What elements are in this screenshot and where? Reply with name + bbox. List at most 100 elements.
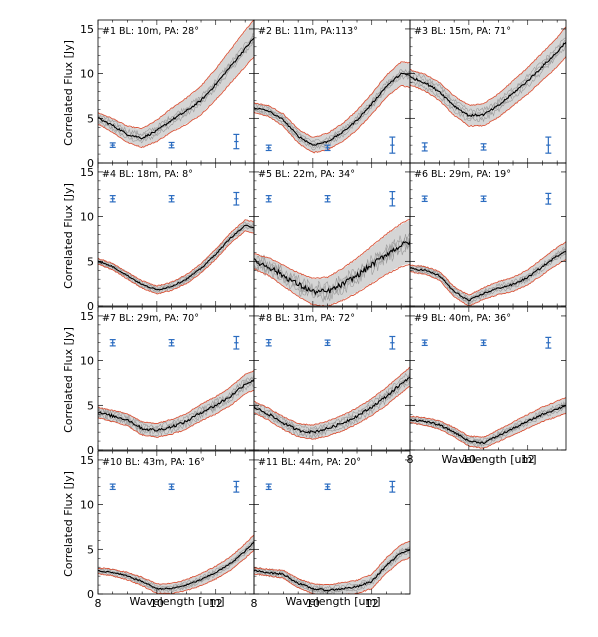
mean-flux-line (254, 241, 410, 296)
panel-2: #2 BL: 11m, PA:113° (253, 19, 411, 164)
error-bar-2 (324, 339, 331, 347)
y-tick-label: 0 (87, 588, 94, 601)
mean-flux-line (410, 250, 566, 301)
mean-flux-line (410, 405, 566, 445)
y-tick-label: 0 (87, 444, 94, 457)
scan-line-3 (254, 237, 410, 295)
plot-area (254, 366, 410, 440)
error-bar-2 (324, 144, 331, 152)
model-upper-line (98, 534, 254, 585)
error-bar-3 (389, 136, 396, 154)
panel-label: #2 BL: 11m, PA:113° (258, 26, 358, 37)
error-bar-3 (389, 480, 396, 493)
error-bar-3 (545, 192, 552, 205)
model-lower-line (254, 84, 410, 154)
panel-frame (97, 19, 255, 164)
model-upper-line (98, 370, 254, 425)
error-bar-2 (324, 483, 331, 491)
y-tick-label: 10 (80, 499, 94, 512)
error-bar-2 (324, 195, 331, 203)
panel-label: #11 BL: 44m, PA: 20° (258, 457, 361, 468)
x-tick-label: 10 (306, 597, 320, 610)
scan-line-2 (254, 72, 410, 149)
panel-8: #8 BL: 31m, PA: 72° (253, 306, 411, 451)
ylabel-row-1: Correlated Flux [Jy] (62, 40, 75, 146)
plot-area (98, 20, 254, 149)
error-bar-2 (480, 339, 487, 347)
scan-line-1 (98, 41, 254, 144)
scan-line-4 (410, 37, 566, 114)
error-bar-1 (421, 195, 428, 203)
y-tick-label: 5 (87, 255, 94, 268)
panel-label: #7 BL: 29m, PA: 70° (102, 313, 199, 324)
scan-line-3 (98, 35, 254, 138)
error-bar-2 (480, 143, 487, 151)
mean-flux-line (254, 376, 410, 435)
uncertainty-band (98, 220, 254, 294)
panel-label: #5 BL: 22m, PA: 34° (258, 169, 355, 180)
ylabel-row-3: Correlated Flux [Jy] (62, 327, 75, 433)
model-lower-line (98, 230, 254, 295)
panel-grid: 0 5 10 15 #1 BL: 10m, PA: 28° #2 BL: 11m, PA:… (80, 19, 567, 610)
error-bar-1 (265, 339, 272, 347)
mean-flux-line (254, 549, 410, 592)
x-tick-label: 8 (251, 597, 258, 610)
mean-flux-line (98, 37, 254, 140)
model-lower-line (254, 557, 410, 594)
plot-area (410, 397, 566, 450)
panel-10: 0 5 10 15 8 10 12 #10 BL: 43m, PA: 16° (80, 450, 255, 610)
plot-area (254, 61, 410, 154)
model-lower-line (254, 264, 410, 306)
y-tick-label: 5 (87, 543, 94, 556)
y-tick-label: 15 (80, 454, 94, 467)
error-bar-3 (233, 191, 240, 206)
model-upper-line (98, 219, 254, 287)
panel-frame (409, 162, 567, 307)
error-bar-3 (389, 191, 396, 207)
x-tick-label: 10 (150, 597, 164, 610)
y-tick-label: 0 (87, 300, 94, 313)
y-tick-label: 10 (80, 355, 94, 368)
scan-line-4 (98, 221, 254, 290)
scan-line-4 (98, 373, 254, 429)
plot-area (98, 534, 254, 594)
xlabel-col-1: Wavelength [um] (129, 595, 224, 608)
error-bar-3 (233, 480, 240, 493)
model-lower-line (410, 412, 566, 450)
panel-4: 0 5 10 15 #4 BL: 18m, PA: 8° (80, 162, 255, 313)
panel-label: #3 BL: 15m, PA: 71° (414, 26, 511, 37)
panel-label: #9 BL: 40m, PA: 36° (414, 313, 511, 324)
y-tick-label: 10 (80, 211, 94, 224)
model-lower-line (254, 385, 410, 440)
error-bar-1 (421, 339, 428, 347)
uncertainty-band (410, 242, 566, 306)
error-bar-3 (233, 335, 240, 350)
error-bar-3 (233, 133, 240, 150)
panel-7: 0 5 10 15 #7 BL: 29m, PA: 70° (80, 306, 255, 457)
x-tick-label: 8 (95, 597, 102, 610)
error-bar-1 (109, 195, 116, 203)
model-lower-line (98, 390, 254, 439)
model-upper-line (410, 26, 566, 107)
mean-flux-line (98, 541, 254, 590)
xlabel-col-3: Wavelength [um] (441, 453, 536, 466)
mean-flux-line (98, 378, 254, 432)
scan-line-4 (410, 401, 566, 443)
panel-label: #6 BL: 29m, PA: 19° (414, 169, 511, 180)
scan-line-4 (254, 545, 410, 591)
plot-area (98, 219, 254, 295)
model-upper-line (254, 219, 410, 279)
scan-line-1 (98, 382, 254, 437)
error-bar-2 (168, 195, 175, 203)
error-bar-1 (421, 142, 428, 152)
scan-line-4 (98, 540, 254, 588)
y-tick-label: 15 (80, 310, 94, 323)
ylabel-row-2: Correlated Flux [Jy] (62, 183, 75, 289)
error-bar-1 (265, 483, 272, 491)
panel-11: 8 10 12 #11 BL: 44m, PA: 20° (251, 450, 411, 610)
scan-line-1 (98, 543, 254, 593)
scan-line-1 (410, 253, 566, 305)
mean-flux-line (98, 224, 254, 291)
error-bar-1 (265, 195, 272, 203)
